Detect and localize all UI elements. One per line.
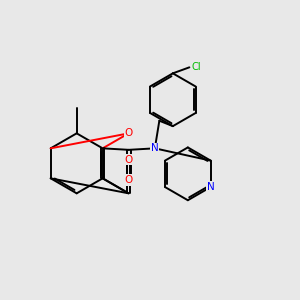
Text: Cl: Cl [192, 62, 202, 72]
Text: N: N [151, 143, 159, 153]
Text: N: N [207, 182, 214, 192]
Text: O: O [124, 175, 133, 185]
Text: O: O [124, 155, 133, 165]
Text: O: O [124, 128, 133, 138]
